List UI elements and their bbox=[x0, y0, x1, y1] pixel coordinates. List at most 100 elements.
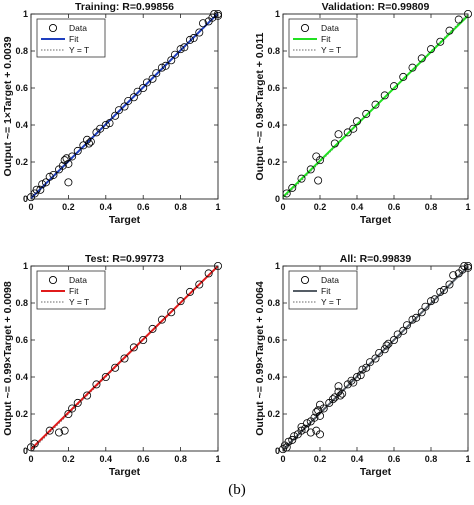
data-point bbox=[189, 34, 198, 43]
data-point bbox=[371, 354, 380, 363]
data-point bbox=[314, 406, 323, 415]
data-point bbox=[129, 93, 138, 102]
x-tick-label: 0.2 bbox=[314, 202, 327, 212]
data-point bbox=[436, 37, 445, 46]
data-point bbox=[417, 54, 426, 63]
y-axis-label: Output ~= 0.98×Target + 0.011 bbox=[254, 32, 266, 180]
data-point bbox=[336, 391, 345, 400]
data-point bbox=[315, 411, 324, 420]
data-point bbox=[393, 330, 402, 339]
legend-label: Fit bbox=[69, 34, 79, 44]
data-point bbox=[83, 135, 92, 144]
x-tick-label: 0.2 bbox=[62, 202, 75, 212]
legend-label: Data bbox=[69, 23, 87, 33]
data-point bbox=[402, 321, 411, 330]
x-tick-label: 0.8 bbox=[425, 202, 438, 212]
data-point bbox=[306, 428, 315, 437]
data-point bbox=[375, 348, 384, 357]
x-tick-label: 1 bbox=[215, 454, 220, 464]
data-point bbox=[32, 185, 41, 194]
y-tick-label: 0.8 bbox=[267, 298, 280, 308]
y-tick-label: 0.4 bbox=[15, 372, 28, 382]
data-point bbox=[330, 139, 339, 148]
data-point bbox=[352, 372, 361, 381]
data-point bbox=[297, 426, 306, 435]
data-point bbox=[315, 156, 324, 165]
data-point bbox=[161, 61, 170, 70]
x-tick-label: 0 bbox=[28, 454, 33, 464]
x-tick-label: 0 bbox=[280, 202, 285, 212]
data-point bbox=[362, 109, 371, 118]
axes-frame bbox=[282, 265, 469, 452]
chart-title: All: R=0.99839 bbox=[340, 253, 412, 265]
legend-label: Y = T bbox=[69, 45, 89, 55]
x-axis-label: Target bbox=[360, 214, 392, 226]
x-tick-label: 1 bbox=[215, 202, 220, 212]
data-point bbox=[454, 15, 463, 24]
data-point bbox=[349, 124, 358, 133]
data-point bbox=[124, 96, 133, 105]
y-tick-label: 1 bbox=[275, 261, 280, 271]
data-point bbox=[426, 45, 435, 54]
x-tick-label: 0.4 bbox=[100, 454, 113, 464]
x-tick-label: 0.6 bbox=[388, 202, 401, 212]
data-point bbox=[408, 315, 417, 324]
data-point bbox=[180, 43, 189, 52]
legend-label: Y = T bbox=[321, 45, 341, 55]
y-tick-label: 0.4 bbox=[267, 120, 280, 130]
y-tick-label: 0.2 bbox=[15, 157, 28, 167]
chart-title: Validation: R=0.99809 bbox=[322, 1, 430, 13]
data-point bbox=[148, 324, 157, 333]
data-point bbox=[114, 106, 123, 115]
data-point bbox=[284, 437, 293, 446]
y-tick-label: 0 bbox=[275, 446, 280, 456]
data-point bbox=[445, 280, 454, 289]
data-point bbox=[120, 354, 129, 363]
data-point bbox=[301, 424, 310, 433]
data-point bbox=[445, 26, 454, 35]
y-tick-label: 0 bbox=[23, 194, 28, 204]
data-point bbox=[36, 185, 45, 194]
data-point bbox=[356, 371, 365, 380]
x-tick-label: 0.8 bbox=[425, 454, 438, 464]
data-point bbox=[49, 170, 58, 179]
x-tick-label: 0.6 bbox=[388, 454, 401, 464]
data-point bbox=[328, 395, 337, 404]
x-tick-label: 0.4 bbox=[100, 202, 113, 212]
data-point bbox=[176, 297, 185, 306]
y-axis-label: Output ~= 0.99×Target + 0.0064 bbox=[254, 281, 266, 436]
data-point bbox=[389, 335, 398, 344]
data-point bbox=[297, 174, 306, 183]
data-point bbox=[73, 146, 82, 155]
legend-label: Fit bbox=[321, 286, 331, 296]
data-point bbox=[68, 404, 77, 413]
y-tick-label: 1 bbox=[275, 9, 280, 19]
data-point bbox=[96, 124, 105, 133]
y-tick-label: 0.4 bbox=[15, 120, 28, 130]
data-point bbox=[290, 432, 299, 441]
data-point bbox=[139, 84, 148, 93]
x-tick-label: 0.2 bbox=[314, 454, 327, 464]
data-point bbox=[426, 297, 435, 306]
data-point bbox=[120, 102, 129, 111]
data-point bbox=[310, 413, 319, 422]
legend-label: Y = T bbox=[321, 297, 341, 307]
data-point bbox=[185, 287, 194, 296]
y-tick-label: 0.2 bbox=[267, 157, 280, 167]
data-point bbox=[129, 343, 138, 352]
y-tick-label: 1 bbox=[23, 9, 28, 19]
legend-label: Data bbox=[69, 275, 87, 285]
data-point bbox=[338, 389, 347, 398]
x-tick-label: 0.6 bbox=[137, 454, 150, 464]
y-tick-label: 0.8 bbox=[267, 46, 280, 56]
y-tick-label: 0.6 bbox=[267, 83, 280, 93]
data-point bbox=[41, 178, 50, 187]
data-point bbox=[152, 69, 161, 78]
